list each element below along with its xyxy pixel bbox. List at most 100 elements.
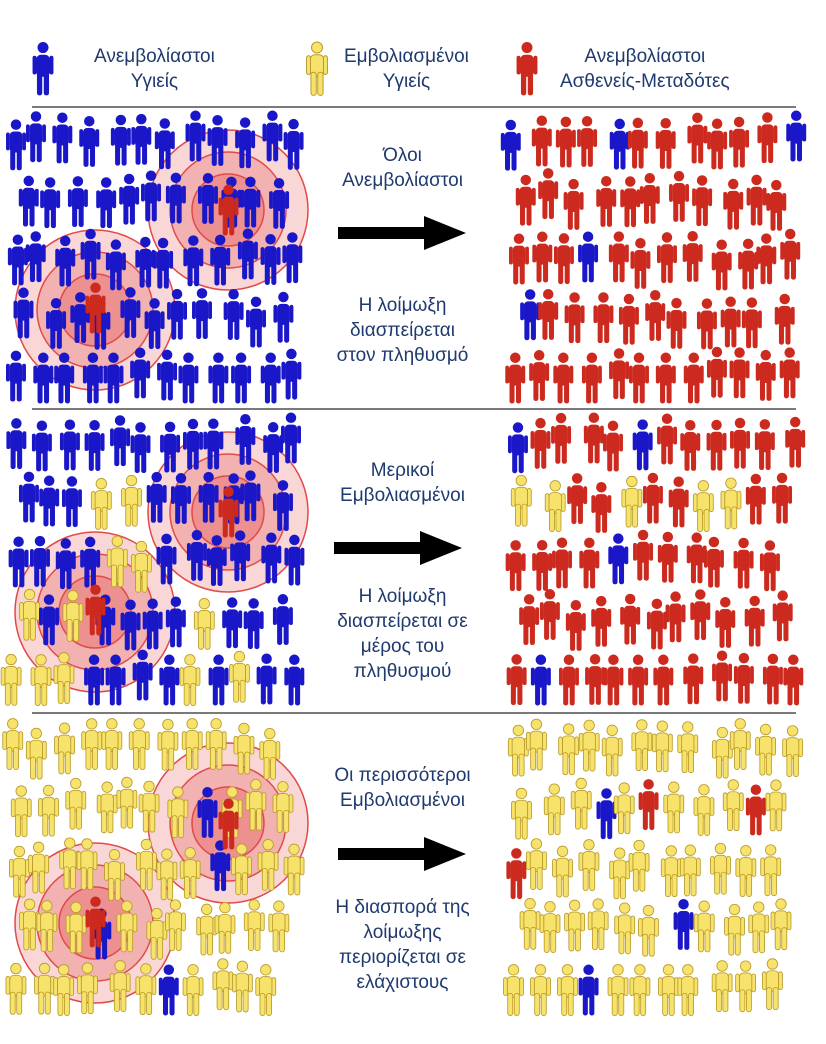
person-icon-blue bbox=[198, 471, 219, 523]
person-icon-yellow bbox=[259, 727, 281, 780]
person-icon-yellow bbox=[214, 901, 236, 954]
row-result: λοίμωξης bbox=[363, 922, 442, 943]
person-icon-yellow bbox=[257, 839, 279, 891]
person-icon-blue bbox=[141, 170, 161, 222]
person-icon-yellow bbox=[760, 844, 782, 897]
person-icon-blue bbox=[39, 475, 60, 527]
person-icon-yellow bbox=[621, 475, 643, 528]
person-icon-yellow bbox=[748, 901, 770, 954]
person-icon-blue bbox=[786, 110, 807, 162]
person-icon-red bbox=[772, 590, 793, 642]
person-icon-red bbox=[780, 228, 801, 280]
person-icon-red bbox=[730, 417, 750, 469]
person-icon-blue bbox=[273, 291, 294, 343]
person-icon-blue bbox=[520, 289, 541, 341]
person-icon-red bbox=[686, 532, 707, 584]
person-icon-blue bbox=[55, 538, 76, 590]
person-icon-blue bbox=[18, 175, 39, 227]
row-result: διασπείρεται bbox=[349, 320, 456, 341]
person-icon-yellow bbox=[30, 654, 52, 706]
person-icon-blue bbox=[235, 117, 256, 169]
person-icon-red bbox=[690, 589, 711, 641]
person-icon-blue bbox=[500, 119, 521, 171]
person-icon-yellow bbox=[5, 962, 27, 1015]
person-icon-red bbox=[707, 118, 728, 170]
person-icon-yellow bbox=[507, 724, 529, 777]
person-icon-red bbox=[581, 352, 602, 404]
person-icon-yellow bbox=[181, 718, 203, 770]
person-icon-red bbox=[515, 174, 536, 226]
person-icon-blue bbox=[208, 654, 229, 706]
person-icon-red bbox=[756, 233, 777, 285]
person-icon-red bbox=[683, 352, 704, 404]
person-icon-yellow bbox=[272, 781, 294, 833]
person-icon-blue bbox=[130, 422, 151, 474]
person-icon-red bbox=[738, 238, 759, 290]
person-icon-yellow bbox=[156, 848, 178, 901]
person-icon-red bbox=[723, 178, 744, 230]
legend-label-line2: Υγιείς bbox=[382, 71, 431, 92]
person-icon-yellow bbox=[614, 902, 636, 955]
person-icon-red bbox=[85, 584, 106, 636]
person-icon-blue bbox=[165, 172, 186, 224]
person-icon-red bbox=[633, 529, 654, 581]
person-icon-red bbox=[680, 419, 701, 471]
row-2-caption: Μερικοί Εμβολιασμένοι bbox=[320, 458, 485, 508]
person-icon-blue bbox=[84, 420, 105, 471]
person-icon-red bbox=[608, 231, 629, 283]
person-icon-red bbox=[762, 653, 783, 705]
person-icon-red bbox=[609, 348, 630, 400]
person-icon-yellow bbox=[578, 719, 600, 772]
person-icon-red bbox=[218, 486, 239, 538]
person-icon-yellow bbox=[53, 964, 75, 1016]
person-icon-yellow bbox=[255, 964, 277, 1016]
person-icon-red bbox=[655, 352, 676, 404]
person-icon-yellow bbox=[121, 474, 142, 527]
person-icon-red bbox=[665, 591, 686, 643]
row-title: Εμβολιασμένοι bbox=[340, 790, 465, 811]
person-icon-blue bbox=[54, 352, 75, 404]
person-icon-blue bbox=[67, 176, 88, 228]
row-3-after-crowd bbox=[500, 718, 810, 1018]
arrow-right-icon bbox=[338, 837, 466, 871]
person-icon-yellow bbox=[54, 722, 75, 775]
row-title: Μερικοί bbox=[370, 460, 435, 481]
person-icon-blue bbox=[159, 654, 180, 706]
person-icon-red bbox=[629, 352, 649, 404]
person-icon-red bbox=[553, 352, 574, 404]
person-icon-blue bbox=[142, 598, 163, 650]
person-icon-blue bbox=[246, 296, 266, 348]
legend-label-line2: Ασθενείς-Μεταδότες bbox=[560, 71, 730, 92]
person-icon-blue bbox=[80, 536, 101, 588]
person-icon-red bbox=[558, 654, 579, 706]
person-icon-yellow bbox=[9, 845, 30, 898]
person-icon-yellow bbox=[135, 963, 157, 1016]
row-3-caption: Οι περισσότεροι Εμβολιασμένοι bbox=[320, 763, 485, 813]
person-icon-yellow bbox=[526, 838, 547, 890]
person-icon-blue bbox=[284, 534, 305, 586]
person-icon-red bbox=[505, 540, 526, 592]
person-icon-blue bbox=[131, 113, 152, 165]
person-icon-blue bbox=[203, 418, 224, 470]
person-icon-red bbox=[618, 293, 639, 345]
person-icon-red bbox=[539, 589, 560, 640]
person-icon-red bbox=[666, 297, 687, 349]
person-icon-red bbox=[657, 531, 678, 583]
person-icon-blue bbox=[243, 598, 264, 650]
person-icon-red bbox=[645, 290, 666, 341]
person-icon-blue bbox=[609, 118, 630, 170]
person-icon-blue bbox=[105, 239, 126, 291]
person-icon-red bbox=[759, 540, 780, 592]
person-icon-blue bbox=[222, 597, 243, 649]
person-icon-blue bbox=[632, 419, 653, 471]
row-3-before-crowd bbox=[0, 718, 310, 1018]
person-icon-blue bbox=[283, 118, 304, 170]
person-icon-red bbox=[628, 654, 649, 706]
person-icon-blue bbox=[192, 288, 212, 340]
legend-label-line1: Ανεμβολίαστοι bbox=[94, 46, 215, 67]
person-icon-blue bbox=[260, 234, 281, 285]
person-icon-red bbox=[579, 537, 600, 589]
person-icon-blue bbox=[608, 533, 629, 585]
person-icon-red bbox=[630, 237, 651, 289]
person-icon-red bbox=[772, 472, 793, 524]
